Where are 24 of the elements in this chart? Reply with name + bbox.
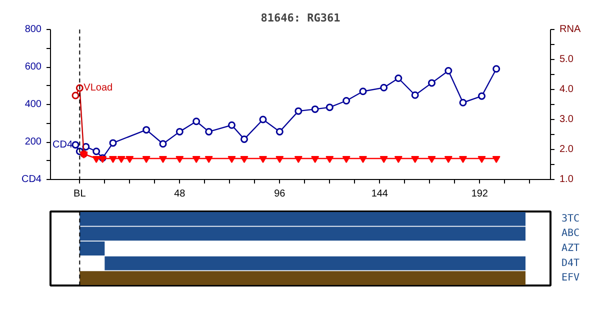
y2-tick-label: 4.0 xyxy=(560,84,574,95)
y-tick-label: AZT xyxy=(562,243,580,254)
y-tick-label: ABC xyxy=(562,228,580,240)
y-tick-label: EFV xyxy=(562,272,580,284)
y-tick-label: D4T xyxy=(562,258,580,269)
y-tick-label: 3TC xyxy=(562,213,580,224)
y-tick-label: 800 xyxy=(24,24,42,35)
y-tick-label: 600 xyxy=(24,62,42,72)
x-tick-label: 96 xyxy=(274,188,286,200)
y-tick-label: 200 xyxy=(24,136,42,148)
x-tick-label: 192 xyxy=(471,188,488,200)
y2-tick-label: 1.0 xyxy=(560,174,574,185)
x-tick-label: 144 xyxy=(371,188,388,200)
x-tick-label: 48 xyxy=(174,188,186,200)
y2-tick-label: 3.0 xyxy=(560,114,574,125)
y-tick-label: 400 xyxy=(24,99,42,110)
chart-title: 81646: RG361 xyxy=(260,12,341,24)
x-tick-label: BL xyxy=(74,188,86,200)
y-tick-label: CD4 xyxy=(21,174,42,185)
series-label: VLoad xyxy=(84,82,113,94)
y2-tick-label: 2.0 xyxy=(560,144,574,155)
series-label: CD4 xyxy=(52,139,73,150)
y2-tick-label: 5.0 xyxy=(560,54,574,65)
y2-tick-label: RNA xyxy=(560,24,581,35)
